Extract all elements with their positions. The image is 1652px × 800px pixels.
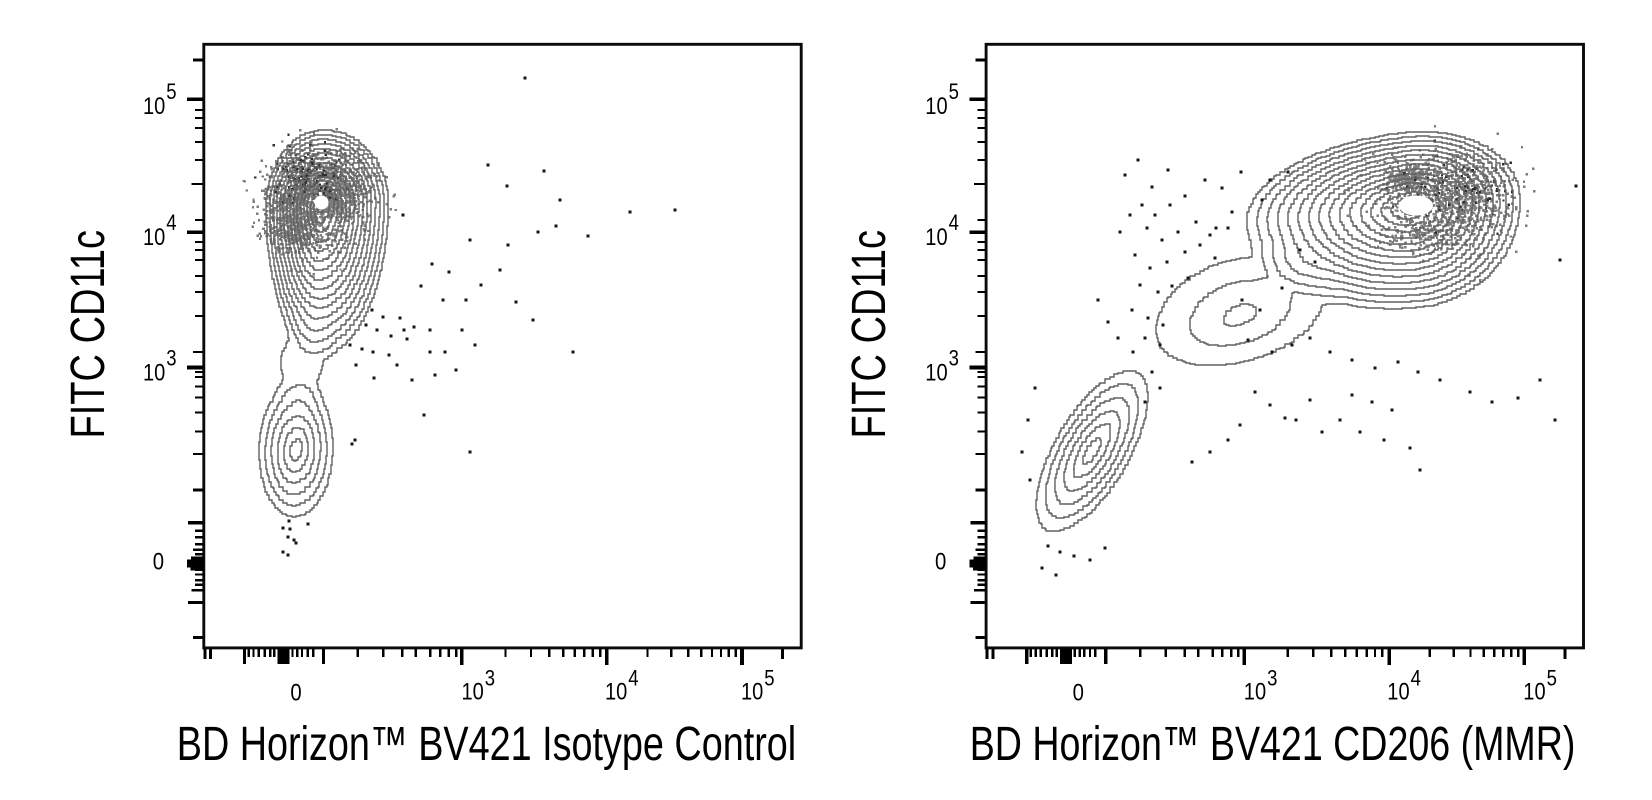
svg-text:4: 4 xyxy=(166,210,176,235)
svg-text:10: 10 xyxy=(925,93,947,120)
svg-text:4: 4 xyxy=(949,210,959,235)
svg-text:0: 0 xyxy=(1073,680,1084,707)
svg-text:10: 10 xyxy=(741,678,763,705)
svg-text:FITC CD11c: FITC CD11c xyxy=(62,230,115,439)
svg-text:10: 10 xyxy=(925,224,947,251)
svg-text:0: 0 xyxy=(290,680,301,707)
svg-text:10: 10 xyxy=(143,93,165,120)
svg-text:BD Horizon™ BV421 CD206 (MMR): BD Horizon™ BV421 CD206 (MMR) xyxy=(970,718,1576,771)
svg-text:10: 10 xyxy=(925,359,947,386)
svg-text:3: 3 xyxy=(949,345,959,370)
svg-text:10: 10 xyxy=(1244,678,1266,705)
svg-text:10: 10 xyxy=(143,359,165,386)
svg-text:5: 5 xyxy=(764,666,774,691)
svg-text:3: 3 xyxy=(485,666,495,691)
svg-text:FITC CD11c: FITC CD11c xyxy=(843,230,896,439)
svg-text:3: 3 xyxy=(1267,666,1277,691)
svg-text:4: 4 xyxy=(1411,666,1421,691)
svg-text:0: 0 xyxy=(153,548,164,575)
svg-text:10: 10 xyxy=(462,678,484,705)
svg-text:4: 4 xyxy=(628,666,638,691)
svg-text:3: 3 xyxy=(166,345,176,370)
svg-text:5: 5 xyxy=(166,79,176,104)
svg-text:10: 10 xyxy=(1387,678,1409,705)
svg-text:10: 10 xyxy=(1523,678,1545,705)
svg-text:10: 10 xyxy=(143,224,165,251)
svg-text:5: 5 xyxy=(949,79,959,104)
svg-text:0: 0 xyxy=(935,548,946,575)
svg-text:5: 5 xyxy=(1547,666,1557,691)
svg-text:10: 10 xyxy=(605,678,627,705)
svg-text:BD Horizon™ BV421 Isotype Cont: BD Horizon™ BV421 Isotype Control xyxy=(177,718,796,771)
